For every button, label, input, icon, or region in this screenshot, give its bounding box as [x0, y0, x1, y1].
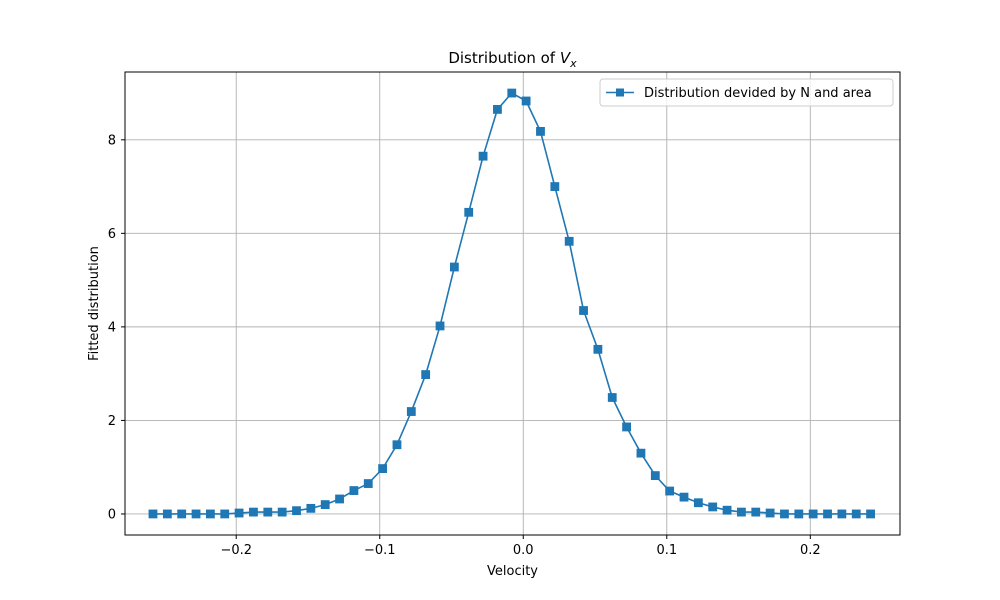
- legend-box: [599, 78, 894, 107]
- y-tick-label: 6: [108, 227, 116, 242]
- data-point-marker: [249, 507, 258, 517]
- ticks: −0.2 −0.1 0.0 0.1 0.2 0 2 4 6 8: [108, 133, 821, 558]
- chart-title: Distribution of Vx: [448, 49, 577, 70]
- data-point-marker: [205, 509, 215, 519]
- data-point-marker: [507, 88, 517, 98]
- x-tick-label: 0.0: [513, 543, 534, 558]
- data-point-marker: [665, 486, 675, 496]
- chart-title-subscript: x: [569, 57, 577, 70]
- data-point-marker: [636, 448, 646, 458]
- data-point-marker: [837, 509, 847, 519]
- data-point-marker: [737, 507, 746, 517]
- x-tick-label: 0.1: [656, 543, 677, 558]
- data-point-marker: [392, 440, 402, 450]
- data-point-marker: [521, 96, 531, 106]
- data-point-marker: [564, 236, 574, 246]
- data-point-marker: [234, 508, 244, 518]
- data-point-marker: [536, 126, 545, 136]
- data-point-marker: [363, 479, 373, 488]
- data-point-marker: [679, 492, 689, 502]
- data-point-marker: [335, 494, 344, 504]
- y-axis-label: Fitted distribution: [87, 246, 102, 361]
- data-point-marker: [622, 422, 631, 432]
- axes-frame: [124, 71, 901, 536]
- data-point-marker: [406, 407, 416, 416]
- data-point-marker: [177, 509, 187, 519]
- data-point-marker: [292, 506, 301, 516]
- data-point-marker: [579, 306, 588, 315]
- data-point-marker: [851, 509, 861, 519]
- data-point-marker: [464, 207, 474, 217]
- x-axis-label: Velocity: [487, 564, 538, 579]
- x-tick-label: 0.2: [800, 543, 821, 558]
- data-point-marker: [191, 509, 201, 519]
- data-point-marker: [263, 507, 273, 517]
- data-point-marker: [349, 486, 359, 495]
- data-point-marker: [550, 182, 560, 191]
- data-point-marker: [794, 509, 804, 519]
- data-point-marker: [306, 503, 316, 513]
- data-point-marker: [722, 505, 732, 515]
- y-tick-label: 4: [108, 320, 116, 335]
- data-point-marker: [449, 262, 459, 272]
- data-point-marker: [493, 105, 502, 114]
- data-point-marker: [478, 151, 488, 161]
- data-point-marker: [808, 509, 818, 519]
- series-layer: [148, 88, 875, 519]
- data-point-marker: [765, 508, 775, 518]
- data-point-marker: [693, 498, 703, 508]
- data-point-marker: [220, 509, 230, 519]
- legend: Distribution devided by N and area: [599, 78, 894, 107]
- data-point-marker: [435, 321, 445, 331]
- y-tick-label: 8: [108, 133, 116, 148]
- data-point-marker: [277, 507, 287, 517]
- x-tick-label: −0.2: [220, 543, 252, 558]
- y-tick-label: 2: [108, 414, 116, 429]
- data-point-marker: [378, 464, 388, 473]
- y-tick-label: 0: [108, 507, 116, 522]
- data-point-marker: [780, 509, 789, 519]
- data-point-marker: [823, 509, 832, 519]
- data-point-marker: [593, 344, 603, 354]
- legend-marker-swatch: [616, 88, 624, 97]
- data-point-marker: [421, 370, 431, 379]
- data-point-marker: [866, 509, 875, 519]
- data-point-marker: [650, 471, 660, 481]
- chart-title-main: Distribution of: [448, 49, 560, 67]
- chart-title-var: V: [560, 49, 572, 67]
- data-point-marker: [708, 502, 718, 512]
- data-point-marker: [751, 507, 761, 517]
- data-point-marker: [320, 500, 330, 510]
- grid: [125, 72, 900, 535]
- data-point-marker: [148, 509, 158, 519]
- data-point-marker: [607, 393, 617, 402]
- data-point-marker: [162, 509, 172, 519]
- legend-label: Distribution devided by N and area: [644, 86, 872, 101]
- x-tick-label: −0.1: [364, 543, 396, 558]
